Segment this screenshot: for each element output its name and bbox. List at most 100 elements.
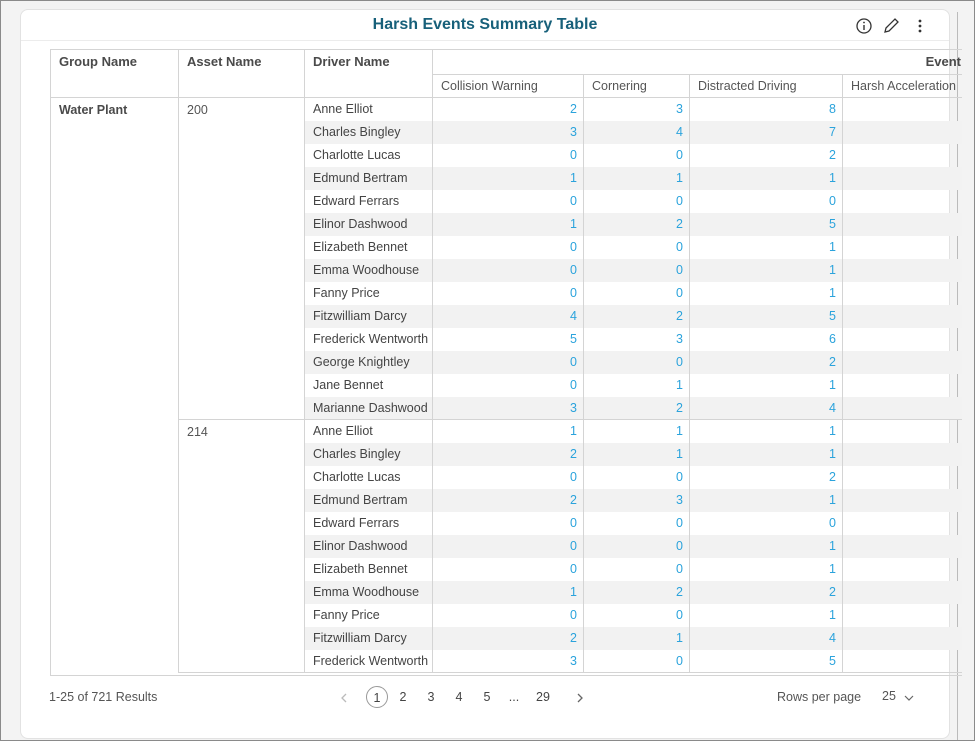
page-button[interactable]: ... <box>508 690 520 704</box>
cell-value: 5 <box>690 305 843 328</box>
cell-value: 0 <box>584 190 690 213</box>
cell-value: 2 <box>584 305 690 328</box>
cell-empty <box>843 627 962 650</box>
driver-name: Edmund Bertram <box>305 489 433 512</box>
cell-value: 2 <box>433 627 584 650</box>
cell-value: 2 <box>584 213 690 236</box>
cell-empty <box>843 144 962 167</box>
cell-value: 1 <box>433 213 584 236</box>
driver-name: Marianne Dashwood <box>305 397 433 420</box>
cell-empty <box>843 374 962 397</box>
cell-value: 1 <box>690 535 843 558</box>
cell-value: 5 <box>690 650 843 673</box>
column-header: Cornering <box>584 75 690 98</box>
column-header: Collision Warning <box>433 75 584 98</box>
cell-value: 1 <box>433 581 584 604</box>
driver-name: Edward Ferrars <box>305 190 433 213</box>
rows-per-page-select[interactable]: 25 <box>882 689 896 703</box>
cell-value: 1 <box>690 167 843 190</box>
page-button[interactable]: 1 <box>366 686 388 708</box>
next-page[interactable] <box>575 692 585 704</box>
cell-empty <box>843 328 962 351</box>
cell-value: 2 <box>690 144 843 167</box>
cell-value: 0 <box>433 282 584 305</box>
driver-name: Frederick Wentworth <box>305 650 433 673</box>
menu-icon[interactable] <box>918 19 922 33</box>
cell-empty <box>843 466 962 489</box>
cell-empty <box>843 443 962 466</box>
cell-value: 0 <box>433 374 584 397</box>
driver-name: Elizabeth Bennet <box>305 236 433 259</box>
page-button[interactable]: 2 <box>399 690 407 704</box>
cell-value: 0 <box>690 190 843 213</box>
page-button[interactable]: 3 <box>427 690 435 704</box>
cell-value: 0 <box>433 558 584 581</box>
cell-value: 2 <box>690 466 843 489</box>
cell-empty <box>843 167 962 190</box>
driver-name: Charlotte Lucas <box>305 144 433 167</box>
driver-name: George Knightley <box>305 351 433 374</box>
driver-name: Frederick Wentworth <box>305 328 433 351</box>
cell-value: 2 <box>433 443 584 466</box>
page-button[interactable]: 29 <box>536 690 550 704</box>
column-header: Group Name <box>51 50 179 98</box>
cell-value: 2 <box>690 351 843 374</box>
cell-value: 0 <box>584 282 690 305</box>
cell-value: 5 <box>433 328 584 351</box>
column-header: Harsh Acceleration <box>843 75 962 98</box>
cell-empty <box>843 305 962 328</box>
cell-value: 1 <box>690 420 843 443</box>
cell-value: 3 <box>433 121 584 144</box>
cell-value: 1 <box>584 374 690 397</box>
asset-name: 214 <box>179 420 305 673</box>
edit-icon[interactable] <box>884 18 899 33</box>
driver-name: Fanny Price <box>305 604 433 627</box>
cell-value: 0 <box>433 190 584 213</box>
cell-value: 5 <box>690 213 843 236</box>
cell-value: 0 <box>433 259 584 282</box>
cell-empty <box>843 282 962 305</box>
column-header: Distracted Driving <box>690 75 843 98</box>
prev-page[interactable] <box>339 692 349 704</box>
cell-empty <box>843 581 962 604</box>
cell-empty <box>843 604 962 627</box>
page-button[interactable]: 5 <box>483 690 491 704</box>
cell-value: 2 <box>433 489 584 512</box>
cell-value: 4 <box>584 121 690 144</box>
page-button[interactable]: 4 <box>455 690 463 704</box>
cell-empty <box>843 650 962 673</box>
cell-value: 0 <box>584 236 690 259</box>
cell-value: 0 <box>584 558 690 581</box>
cell-value: 1 <box>433 167 584 190</box>
cell-value: 1 <box>690 259 843 282</box>
cell-value: 6 <box>690 328 843 351</box>
cell-value: 0 <box>433 466 584 489</box>
toolbar <box>856 18 922 34</box>
asset-name: 200 <box>179 98 305 420</box>
driver-name: Elizabeth Bennet <box>305 558 433 581</box>
driver-name: Anne Elliot <box>305 98 433 121</box>
cell-value: 1 <box>584 420 690 443</box>
info-icon[interactable] <box>856 18 872 34</box>
cell-value: 0 <box>433 144 584 167</box>
driver-name: Charlotte Lucas <box>305 466 433 489</box>
card-title: Harsh Events Summary Table <box>372 16 598 33</box>
driver-name: Fanny Price <box>305 282 433 305</box>
cell-value: 4 <box>433 305 584 328</box>
cell-value: 2 <box>584 397 690 420</box>
cell-value: 1 <box>690 604 843 627</box>
cell-value: 2 <box>584 581 690 604</box>
cell-empty <box>843 489 962 512</box>
driver-name: Emma Woodhouse <box>305 259 433 282</box>
row-divider <box>179 419 962 420</box>
column-header: Asset Name <box>179 50 305 98</box>
table: Group Name Asset Name Driver Name Event Coll… <box>50 49 962 676</box>
driver-name: Elinor Dashwood <box>305 535 433 558</box>
cell-value: 0 <box>584 650 690 673</box>
driver-name: Edward Ferrars <box>305 512 433 535</box>
cell-value: 1 <box>584 167 690 190</box>
cell-value: 0 <box>433 236 584 259</box>
dropdown-icon[interactable] <box>903 692 915 704</box>
cell-empty <box>843 535 962 558</box>
